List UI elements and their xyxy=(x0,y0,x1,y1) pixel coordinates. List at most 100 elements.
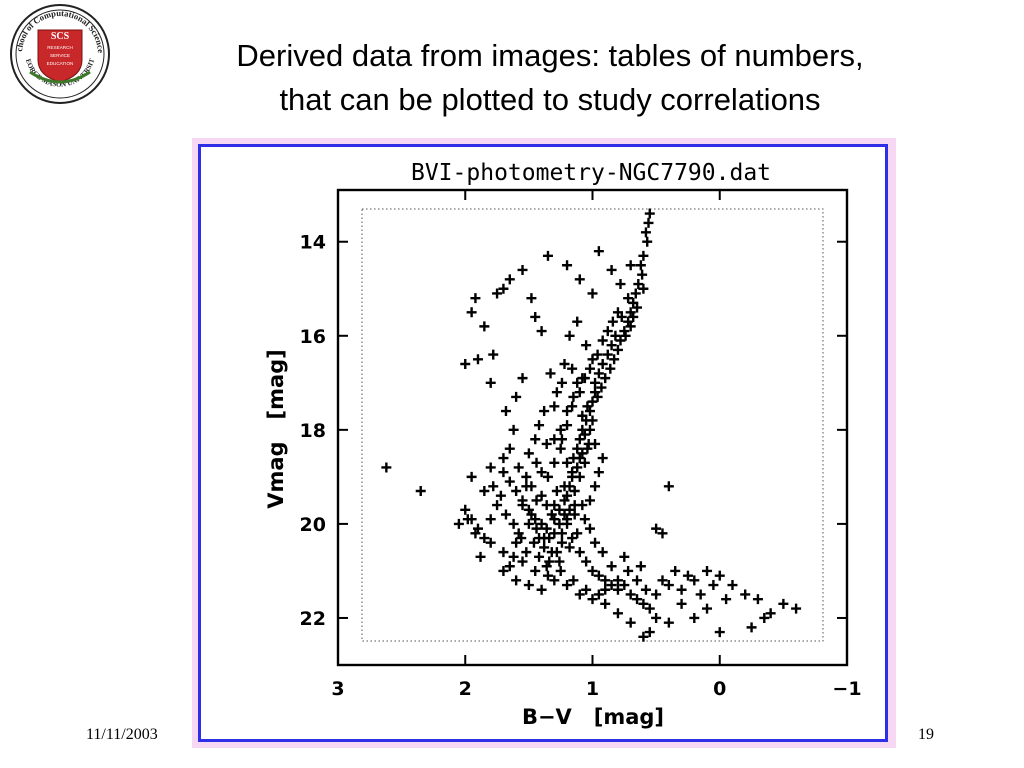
data-point-plus xyxy=(640,227,651,238)
data-point-plus xyxy=(587,396,598,407)
data-point-plus xyxy=(498,453,509,464)
data-point-plus xyxy=(562,457,573,468)
footer-date: 11/11/2003 xyxy=(86,726,158,743)
data-point-plus xyxy=(657,528,668,539)
data-point-plus xyxy=(508,518,519,529)
data-point-plus xyxy=(615,279,626,290)
data-point-plus xyxy=(590,387,601,398)
data-point-plus xyxy=(485,377,496,388)
x-ticks: 3 2 1 0 −1 xyxy=(331,190,862,700)
data-point-plus xyxy=(581,556,592,567)
data-point-plus xyxy=(635,561,646,572)
data-point-plus xyxy=(523,448,534,459)
data-point-plus xyxy=(663,617,674,628)
data-point-plus xyxy=(581,584,592,595)
data-point-plus xyxy=(640,584,651,595)
data-point-plus xyxy=(584,363,595,374)
data-point-plus xyxy=(472,523,483,534)
y-tick-label: 22 xyxy=(300,608,326,630)
scs-logo: School of Computational Sciences GEORGE … xyxy=(5,0,112,106)
data-point-plus xyxy=(708,580,719,591)
data-point-plus xyxy=(592,349,603,360)
svg-text:SERVICE: SERVICE xyxy=(50,53,70,58)
data-point-plus xyxy=(504,476,515,487)
data-point-plus xyxy=(593,589,604,600)
data-point-plus xyxy=(632,575,643,586)
data-point-plus xyxy=(602,349,613,360)
data-point-plus xyxy=(574,471,585,482)
data-point-plus xyxy=(495,490,506,501)
data-point-plus xyxy=(597,547,608,558)
data-point-plus xyxy=(579,457,590,468)
data-point-plus xyxy=(606,264,617,275)
x-axis-label: B−V [mag] xyxy=(522,705,664,729)
data-point-plus xyxy=(488,481,499,492)
data-point-plus xyxy=(612,307,623,318)
data-point-plus xyxy=(615,335,626,346)
data-point-plus xyxy=(534,551,545,562)
data-point-plus xyxy=(485,537,496,548)
x-tick-label: 3 xyxy=(331,678,344,700)
data-point-plus xyxy=(638,250,649,261)
y-tick-label: 20 xyxy=(300,514,326,536)
scs-seal-icon: School of Computational Sciences GEORGE … xyxy=(5,0,110,104)
slide-title-line-1: Derived data from images: tables of numb… xyxy=(236,38,864,73)
data-point-plus xyxy=(590,481,601,492)
data-point-plus xyxy=(663,481,674,492)
data-point-plus xyxy=(587,565,598,576)
data-point-plus xyxy=(466,307,477,318)
data-point-plus xyxy=(562,406,573,417)
x-tick-label: 1 xyxy=(586,678,599,700)
data-point-plus xyxy=(415,485,426,496)
data-point-plus xyxy=(579,373,590,384)
data-point-plus xyxy=(600,584,611,595)
data-point-plus xyxy=(517,500,528,511)
data-point-plus xyxy=(516,533,527,544)
data-point-plus xyxy=(625,617,636,628)
data-point-plus xyxy=(568,391,579,402)
data-point-plus xyxy=(574,589,585,600)
svg-text:EDUCATION: EDUCATION xyxy=(47,61,74,66)
data-point-plus xyxy=(544,533,555,544)
data-point-plus xyxy=(508,424,519,435)
data-point-plus xyxy=(600,575,611,586)
data-point-plus xyxy=(596,382,607,393)
data-point-plus xyxy=(676,584,687,595)
data-point-plus xyxy=(714,570,725,581)
data-point-plus xyxy=(584,523,595,534)
data-point-plus xyxy=(644,208,655,219)
data-point-plus xyxy=(676,598,687,609)
data-point-plus xyxy=(564,542,575,553)
data-point-plus xyxy=(610,330,621,341)
data-point-plus xyxy=(556,537,567,548)
data-point-plus xyxy=(475,551,486,562)
data-point-plus xyxy=(460,504,471,515)
data-point-plus xyxy=(714,627,725,638)
data-point-plus xyxy=(791,603,802,614)
x-tick-label: 2 xyxy=(459,678,472,700)
chart-title: BVI-photometry-NGC7790.dat xyxy=(411,160,771,186)
chart-frame: BVI-photometry-NGC7790.dat 3 2 1 0 −1 14 16 18… xyxy=(192,138,896,748)
svg-text:RESEARCH: RESEARCH xyxy=(47,45,73,50)
data-point-plus xyxy=(644,627,655,638)
data-point-plus xyxy=(632,594,643,605)
data-point-plus xyxy=(579,429,590,440)
data-point-plus xyxy=(746,622,757,633)
data-point-plus xyxy=(492,500,503,511)
plot-axes-box xyxy=(336,188,849,667)
data-point-plus xyxy=(555,443,566,454)
data-point-plus xyxy=(521,471,532,482)
data-point-plus xyxy=(541,500,552,511)
data-point-plus xyxy=(556,377,567,388)
page-number: 19 xyxy=(918,726,934,743)
data-point-plus xyxy=(587,594,598,605)
data-point-plus xyxy=(488,349,499,360)
data-point-plus xyxy=(600,598,611,609)
data-point-plus xyxy=(574,453,585,464)
data-point-plus xyxy=(642,236,653,247)
data-point-plus xyxy=(562,580,573,591)
data-point-plus xyxy=(670,565,681,576)
data-point-plus xyxy=(542,570,553,581)
data-point-plus xyxy=(554,556,565,567)
data-point-plus xyxy=(536,326,547,337)
